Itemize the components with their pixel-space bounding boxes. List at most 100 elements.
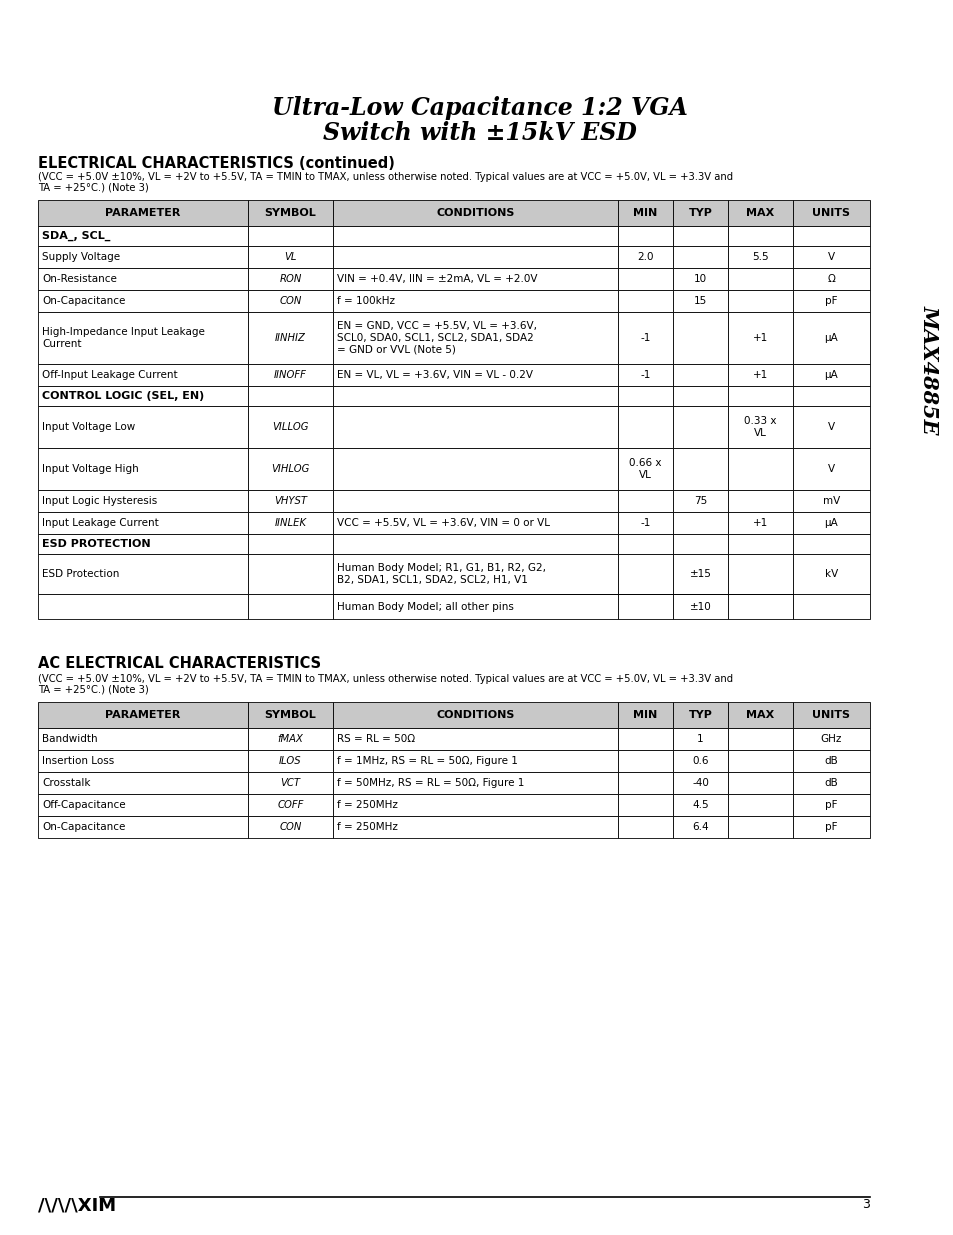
Bar <box>618 312 672 364</box>
Text: VIN = +0.4V, IIN = ±2mA, VL = +2.0V: VIN = +0.4V, IIN = ±2mA, VL = +2.0V <box>336 274 537 284</box>
Bar <box>727 772 792 794</box>
Bar <box>727 268 792 290</box>
Bar <box>333 200 618 226</box>
Text: IINLEK: IINLEK <box>274 517 306 529</box>
Bar <box>38 290 248 312</box>
Bar <box>38 555 248 594</box>
Bar <box>792 490 869 513</box>
Bar <box>248 701 333 727</box>
Bar <box>248 816 333 839</box>
Text: On-Resistance: On-Resistance <box>42 274 117 284</box>
Bar <box>672 727 727 750</box>
Text: PARAMETER: PARAMETER <box>105 710 180 720</box>
Bar <box>333 226 618 246</box>
Text: (VCC = +5.0V ±10%, VL = +2V to +5.5V, TA = TMIN to TMAX, unless otherwise noted.: (VCC = +5.0V ±10%, VL = +2V to +5.5V, TA… <box>38 674 732 684</box>
Text: 15: 15 <box>693 296 706 306</box>
Bar <box>792 555 869 594</box>
Bar <box>672 406 727 448</box>
Text: CONDITIONS: CONDITIONS <box>436 710 515 720</box>
Bar <box>792 701 869 727</box>
Bar <box>248 406 333 448</box>
Bar <box>248 513 333 534</box>
Text: -1: -1 <box>639 517 650 529</box>
Text: UNITS: UNITS <box>812 207 850 219</box>
Bar <box>672 200 727 226</box>
Text: pF: pF <box>824 800 837 810</box>
Bar <box>38 200 248 226</box>
Bar <box>618 268 672 290</box>
Bar <box>333 448 618 490</box>
Bar <box>38 594 248 619</box>
Bar <box>38 701 248 727</box>
Bar <box>672 794 727 816</box>
Text: -40: -40 <box>691 778 708 788</box>
Text: Human Body Model; R1, G1, B1, R2, G2,
B2, SDA1, SCL1, SDA2, SCL2, H1, V1: Human Body Model; R1, G1, B1, R2, G2, B2… <box>336 563 545 585</box>
Bar <box>792 513 869 534</box>
Bar <box>727 816 792 839</box>
Bar <box>672 594 727 619</box>
Bar <box>38 312 248 364</box>
Text: μA: μA <box>823 333 838 343</box>
Text: Switch with ±15kV ESD: Switch with ±15kV ESD <box>323 121 637 144</box>
Bar <box>248 226 333 246</box>
Bar <box>248 200 333 226</box>
Text: μA: μA <box>823 370 838 380</box>
Bar <box>333 772 618 794</box>
Text: VHYST: VHYST <box>274 496 307 506</box>
Text: Supply Voltage: Supply Voltage <box>42 252 120 262</box>
Bar <box>792 816 869 839</box>
Text: AC ELECTRICAL CHARACTERISTICS: AC ELECTRICAL CHARACTERISTICS <box>38 657 321 672</box>
Bar <box>38 226 248 246</box>
Text: COFF: COFF <box>277 800 303 810</box>
Bar <box>672 246 727 268</box>
Bar <box>792 772 869 794</box>
Bar <box>38 794 248 816</box>
Text: TYP: TYP <box>688 710 712 720</box>
Bar <box>248 364 333 387</box>
Bar <box>333 406 618 448</box>
Text: f = 250MHz: f = 250MHz <box>336 800 397 810</box>
Bar <box>333 594 618 619</box>
Bar <box>727 750 792 772</box>
Bar <box>333 246 618 268</box>
Bar <box>38 246 248 268</box>
Text: pF: pF <box>824 296 837 306</box>
Text: ILOS: ILOS <box>279 756 301 766</box>
Text: dB: dB <box>823 756 838 766</box>
Text: Crosstalk: Crosstalk <box>42 778 91 788</box>
Text: ESD PROTECTION: ESD PROTECTION <box>42 538 151 550</box>
Text: MAX4885E: MAX4885E <box>919 305 939 435</box>
Bar <box>672 555 727 594</box>
Text: VIHLOG: VIHLOG <box>271 464 310 474</box>
Bar <box>672 364 727 387</box>
Text: VL: VL <box>284 252 296 262</box>
Text: f = 1MHz, RS = RL = 50Ω, Figure 1: f = 1MHz, RS = RL = 50Ω, Figure 1 <box>336 756 517 766</box>
Bar <box>792 727 869 750</box>
Bar <box>727 200 792 226</box>
Bar <box>333 312 618 364</box>
Text: VILLOG: VILLOG <box>272 422 309 432</box>
Text: ESD Protection: ESD Protection <box>42 569 119 579</box>
Text: RON: RON <box>279 274 301 284</box>
Bar <box>618 246 672 268</box>
Text: f = 50MHz, RS = RL = 50Ω, Figure 1: f = 50MHz, RS = RL = 50Ω, Figure 1 <box>336 778 524 788</box>
Bar <box>672 534 727 555</box>
Bar <box>727 406 792 448</box>
Text: dB: dB <box>823 778 838 788</box>
Bar <box>38 816 248 839</box>
Text: f = 250MHz: f = 250MHz <box>336 823 397 832</box>
Text: Insertion Loss: Insertion Loss <box>42 756 114 766</box>
Text: 1: 1 <box>697 734 703 743</box>
Bar <box>38 448 248 490</box>
Text: Input Logic Hysteresis: Input Logic Hysteresis <box>42 496 157 506</box>
Bar <box>333 555 618 594</box>
Bar <box>248 387 333 406</box>
Bar <box>672 290 727 312</box>
Text: V: V <box>827 464 834 474</box>
Bar <box>618 534 672 555</box>
Text: 10: 10 <box>693 274 706 284</box>
Bar <box>792 387 869 406</box>
Bar <box>792 200 869 226</box>
Bar <box>727 534 792 555</box>
Text: +1: +1 <box>752 517 767 529</box>
